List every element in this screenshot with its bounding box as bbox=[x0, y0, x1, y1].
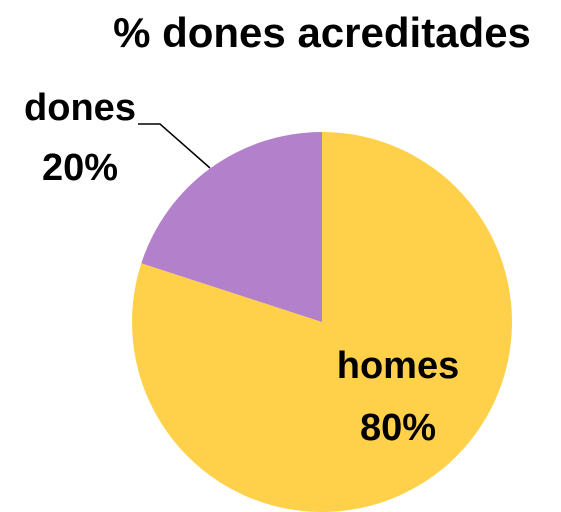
slice-label: dones bbox=[24, 87, 136, 129]
pie-slice bbox=[141, 132, 322, 322]
leader-line bbox=[138, 123, 211, 169]
chart-title: % dones acreditades bbox=[113, 9, 531, 56]
pie-slice bbox=[132, 132, 512, 512]
slice-value-label: 20% bbox=[42, 147, 118, 189]
slice-value-label: 80% bbox=[360, 407, 436, 449]
slice-label: homes bbox=[337, 345, 459, 387]
